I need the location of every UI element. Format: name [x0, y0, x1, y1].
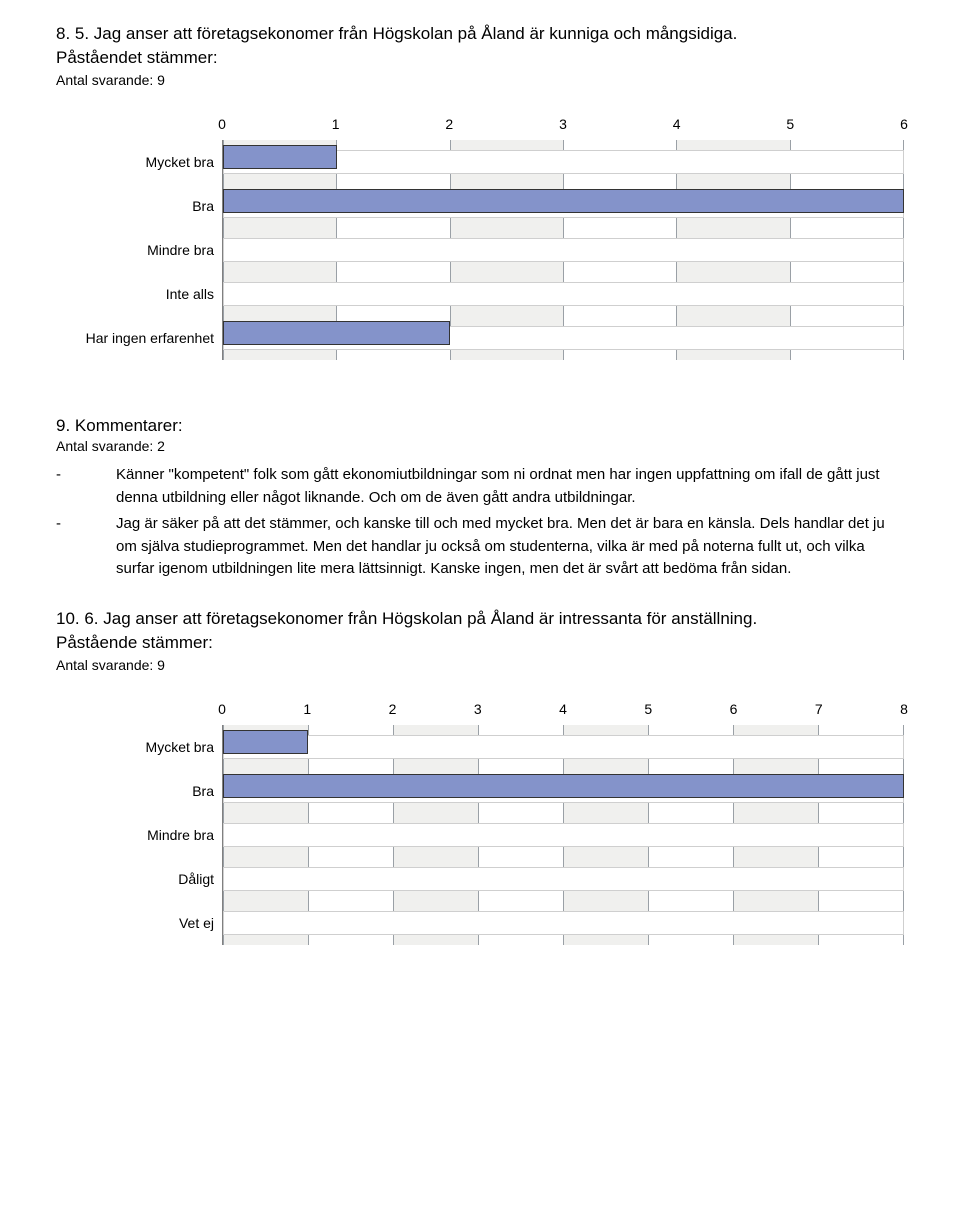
comment-text: Känner "kompetent" folk som gått ekonomi… — [116, 464, 904, 509]
q10-count: Antal svarande: 9 — [56, 657, 904, 673]
comment-text: Jag är säker på att det stämmer, och kan… — [116, 513, 904, 581]
comment-item: -Jag är säker på att det stämmer, och ka… — [56, 513, 904, 581]
q8-chart: 0123456Mycket braBraMindre braInte allsH… — [56, 116, 904, 360]
axis-tick-label: 0 — [218, 701, 226, 717]
comment-dash: - — [56, 513, 116, 581]
category-label: Bra — [192, 198, 214, 214]
axis-tick-label: 8 — [900, 701, 908, 717]
q8-subtitle: Påståendet stämmer: — [56, 48, 904, 68]
q10-title: 10. 6. Jag anser att företagsekonomer fr… — [56, 609, 904, 629]
axis-tick-label: 4 — [673, 116, 681, 132]
axis-tick-label: 2 — [445, 116, 453, 132]
bar — [223, 774, 904, 798]
axis-tick-label: 6 — [730, 701, 738, 717]
axis-tick-label: 1 — [303, 701, 311, 717]
axis-tick-label: 0 — [218, 116, 226, 132]
category-label: Inte alls — [166, 286, 214, 302]
axis-tick-label: 2 — [389, 701, 397, 717]
comment-dash: - — [56, 464, 116, 509]
axis-tick-label: 3 — [559, 116, 567, 132]
axis-tick-label: 6 — [900, 116, 908, 132]
category-label: Har ingen erfarenhet — [86, 330, 214, 346]
q8-count: Antal svarande: 9 — [56, 72, 904, 88]
bar — [223, 145, 337, 169]
q9-count: Antal svarande: 2 — [56, 438, 904, 454]
bar — [223, 321, 450, 345]
bar — [223, 730, 308, 754]
q8-title: 8. 5. Jag anser att företagsekonomer frå… — [56, 24, 904, 44]
category-label: Mindre bra — [147, 242, 214, 258]
category-label: Mycket bra — [146, 739, 214, 755]
axis-tick-label: 5 — [644, 701, 652, 717]
axis-tick-label: 7 — [815, 701, 823, 717]
axis-tick-label: 3 — [474, 701, 482, 717]
category-label: Vet ej — [179, 915, 214, 931]
q9-title: 9. Kommentarer: — [56, 416, 904, 436]
category-label: Mycket bra — [146, 154, 214, 170]
axis-tick-label: 5 — [786, 116, 794, 132]
comment-item: -Känner "kompetent" folk som gått ekonom… — [56, 464, 904, 509]
category-label: Bra — [192, 783, 214, 799]
q10-subtitle: Påstående stämmer: — [56, 633, 904, 653]
category-label: Dåligt — [178, 871, 214, 887]
axis-tick-label: 1 — [332, 116, 340, 132]
q9-comment-list: -Känner "kompetent" folk som gått ekonom… — [56, 464, 904, 581]
category-label: Mindre bra — [147, 827, 214, 843]
axis-tick-label: 4 — [559, 701, 567, 717]
bar — [223, 189, 904, 213]
q10-chart: 012345678Mycket braBraMindre braDåligtVe… — [56, 701, 904, 945]
